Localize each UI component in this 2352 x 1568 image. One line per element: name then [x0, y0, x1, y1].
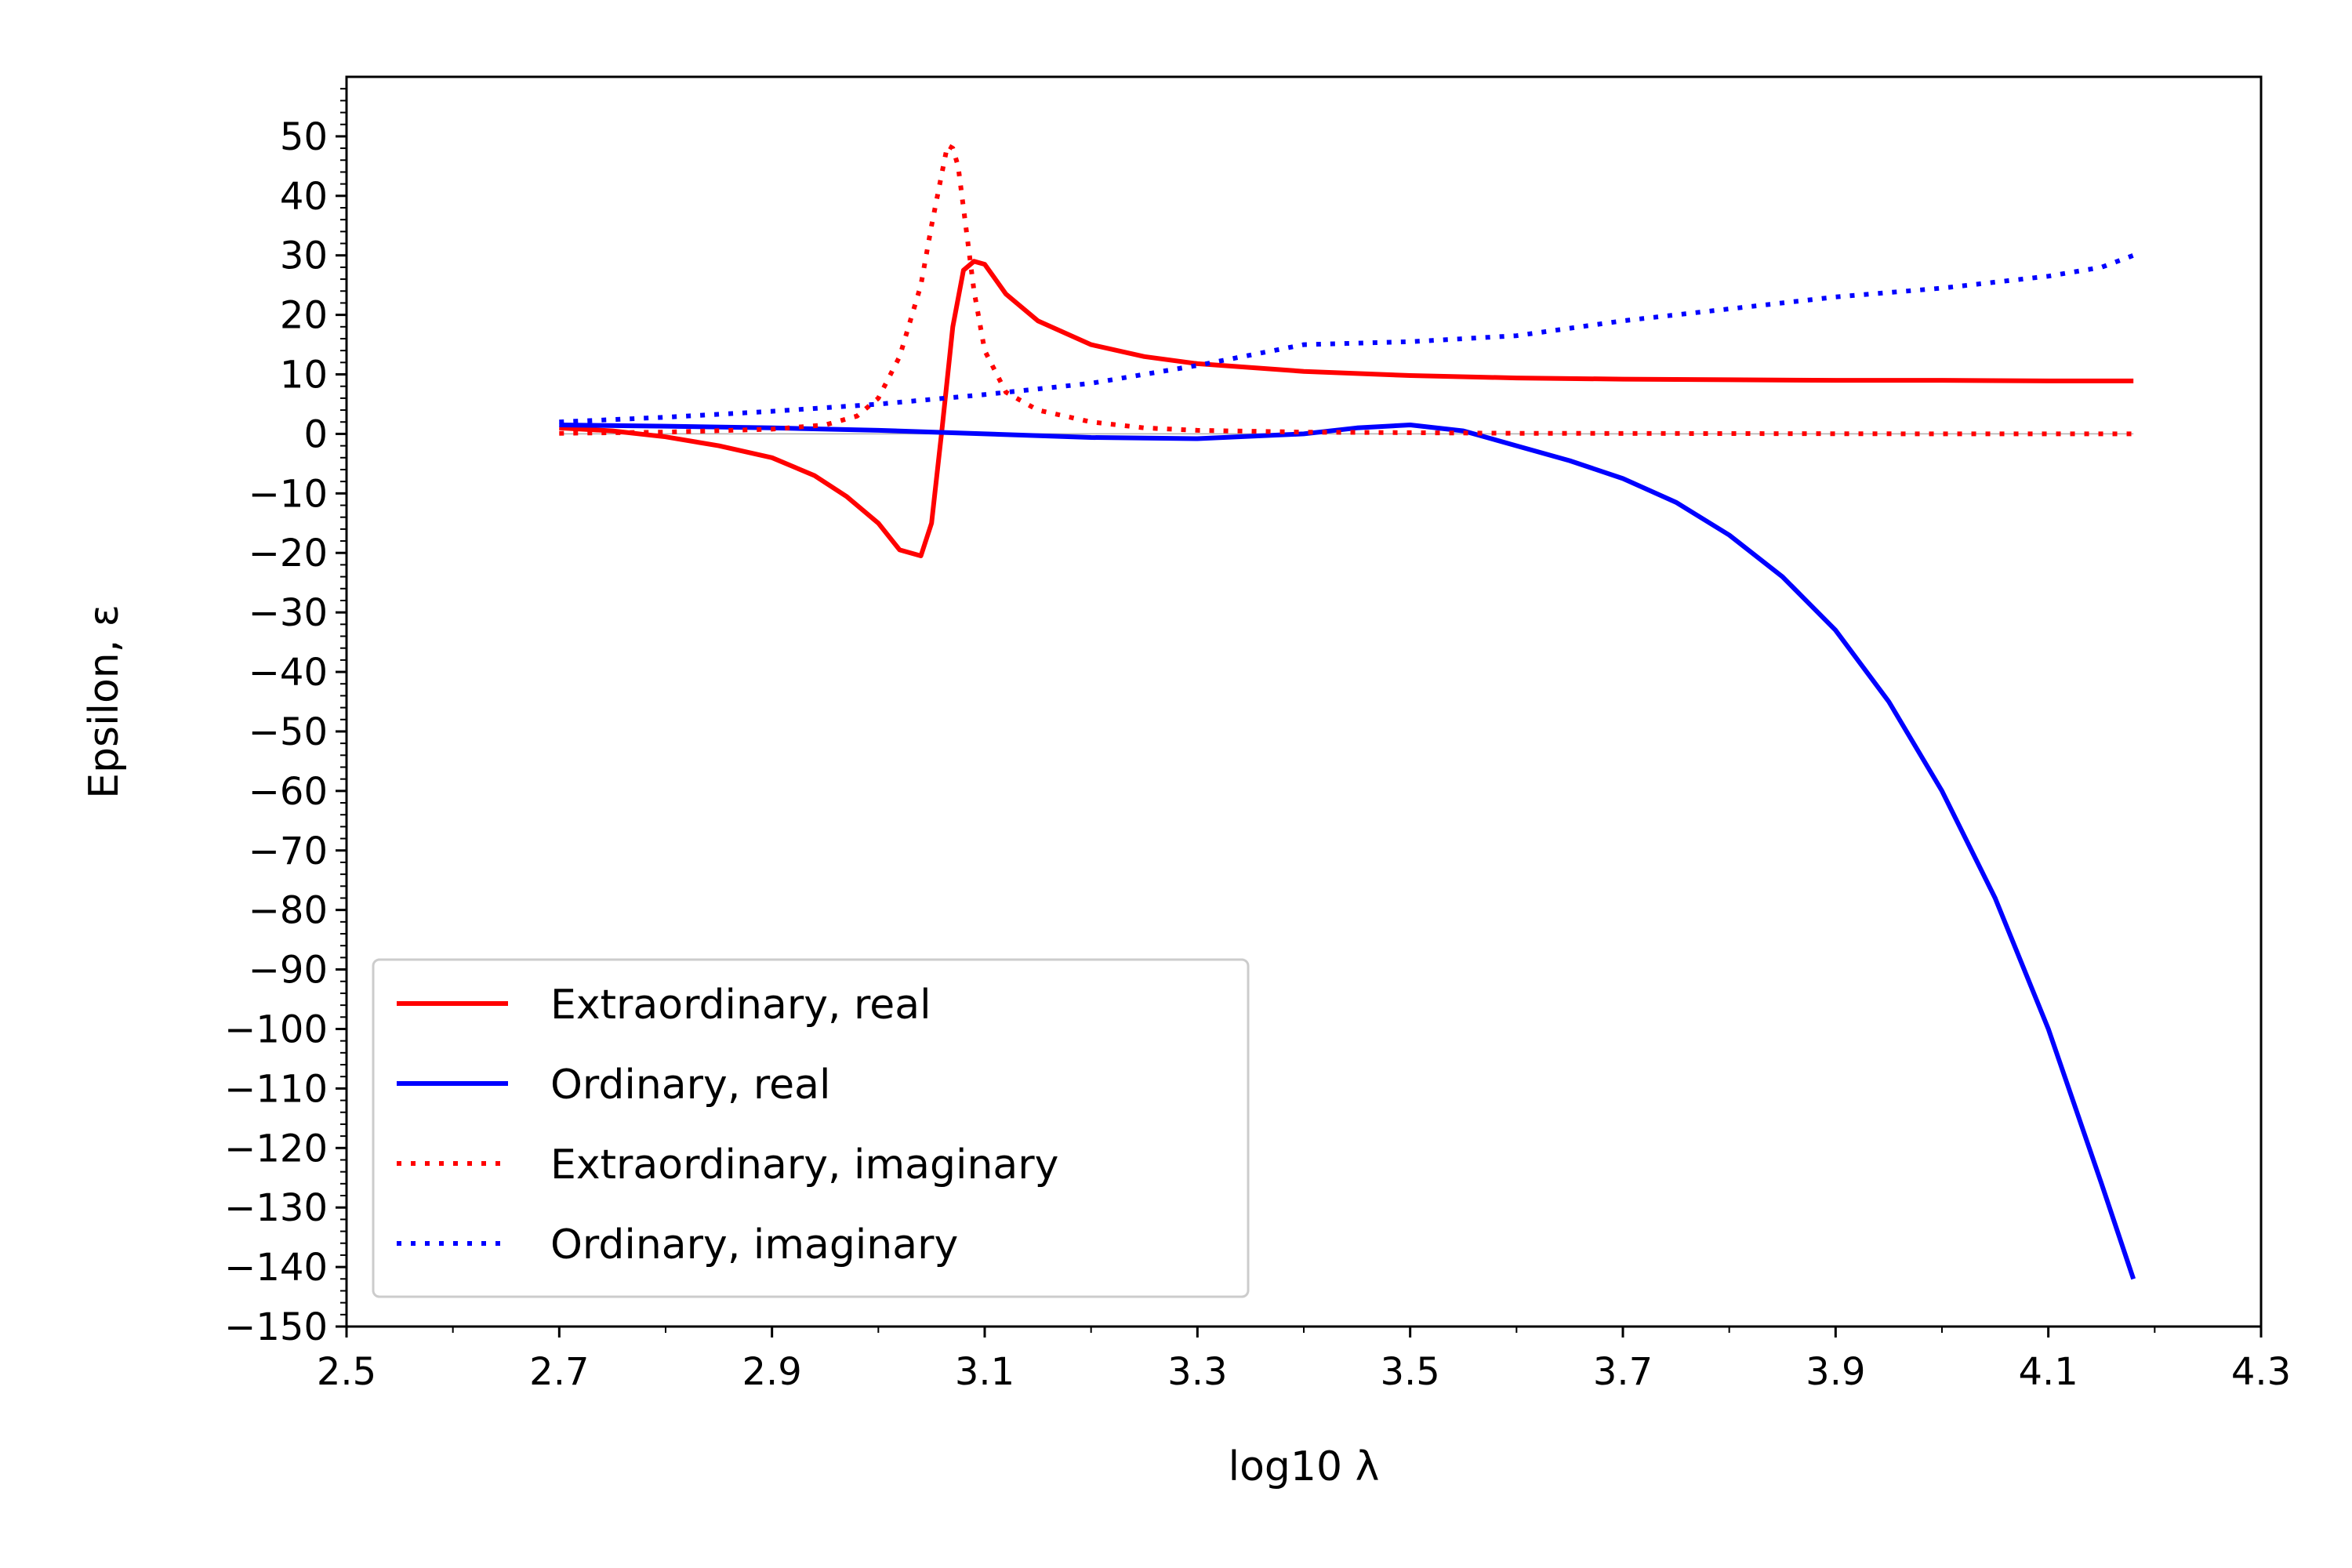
x-tick-label: 3.5 [1380, 1350, 1439, 1394]
y-tick-label: 10 [280, 354, 328, 397]
y-tick-label: −80 [249, 889, 328, 933]
legend-label-3: Extraordinary, imaginary [550, 1142, 1058, 1189]
y-tick-label: −50 [249, 710, 328, 754]
series-line-1 [559, 259, 2134, 558]
x-tick-label: 2.7 [529, 1350, 589, 1394]
y-tick-label: 50 [280, 115, 328, 159]
y-tick-label: −140 [224, 1246, 328, 1290]
y-tick-label: −110 [224, 1067, 328, 1111]
series-line-4 [559, 252, 2135, 425]
y-tick-label: −60 [249, 770, 328, 814]
axis-ticks: 2.5 2.7 2.9 3.1 3.3 3.5 3.7 3.9 4.1 4.3 50 40 30 20 10… [224, 88, 2291, 1394]
legend-label-4: Ordinary, imaginary [550, 1221, 958, 1269]
series-line-2 [559, 423, 2136, 1280]
legend-box [372, 958, 1250, 1298]
series-line-3 [559, 143, 2134, 437]
x-tick-label: 2.9 [742, 1350, 801, 1394]
legend-label-1: Extraordinary, real [550, 982, 931, 1029]
x-tick-label: 3.9 [1806, 1350, 1865, 1394]
x-tick-label: 4.3 [2231, 1350, 2291, 1394]
y-axis-label: Epsilon, ε [81, 604, 128, 799]
y-tick-label: −70 [249, 829, 328, 873]
y-tick-label: −40 [249, 651, 328, 695]
y-tick-label: 20 [280, 294, 328, 338]
x-tick-label: 4.1 [2018, 1350, 2078, 1394]
y-tick-label: −100 [224, 1007, 328, 1051]
y-tick-label: −10 [249, 472, 328, 516]
legend-label-2: Ordinary, real [550, 1062, 830, 1109]
y-tick-label: −120 [224, 1127, 328, 1171]
y-tick-label: 30 [280, 234, 328, 278]
x-tick-label: 3.1 [955, 1350, 1014, 1394]
x-tick-label: 3.7 [1593, 1350, 1653, 1394]
y-tick-label: 40 [280, 175, 328, 219]
y-tick-label: −150 [224, 1305, 328, 1349]
y-tick-label: −130 [224, 1186, 328, 1230]
x-axis-label: log10 λ [1229, 1443, 1380, 1490]
legend: Extraordinary, real Ordinary, real Extraor… [372, 958, 1250, 1298]
y-tick-label: −20 [249, 532, 328, 575]
y-tick-label: −90 [249, 949, 328, 993]
y-tick-label: 0 [303, 412, 328, 456]
y-tick-label: −30 [249, 591, 328, 635]
series-lines [559, 143, 2136, 1280]
x-tick-label: 2.5 [317, 1350, 376, 1394]
x-tick-label: 3.3 [1167, 1350, 1227, 1394]
